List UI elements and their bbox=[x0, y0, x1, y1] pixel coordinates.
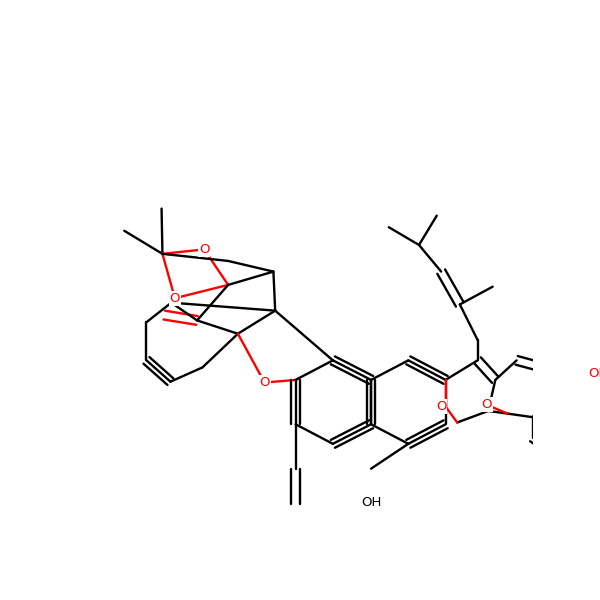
Text: O: O bbox=[481, 398, 492, 411]
Text: OH: OH bbox=[589, 367, 600, 380]
Text: O: O bbox=[436, 400, 446, 413]
Text: O: O bbox=[259, 376, 270, 389]
Text: O: O bbox=[199, 243, 209, 256]
Text: OH: OH bbox=[361, 496, 381, 509]
Text: O: O bbox=[170, 292, 180, 305]
